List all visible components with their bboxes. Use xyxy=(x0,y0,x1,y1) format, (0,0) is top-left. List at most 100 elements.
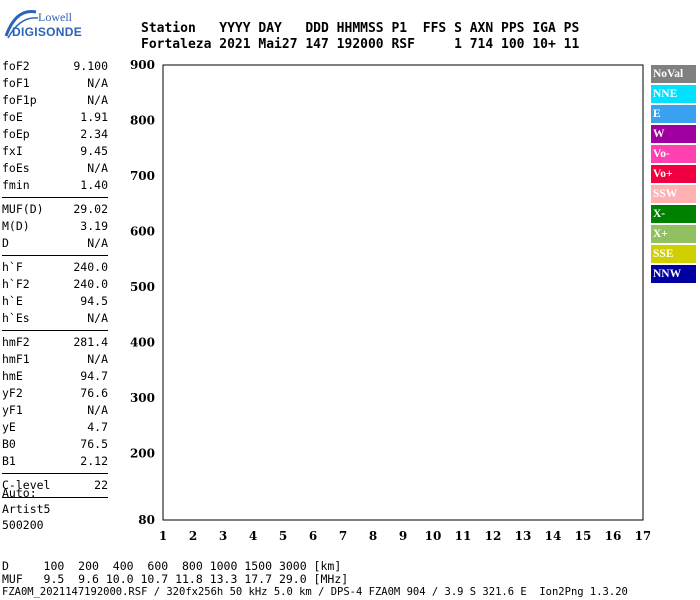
param-label: yF2 xyxy=(2,386,23,400)
param-label: fmin xyxy=(2,178,30,192)
plot-frame xyxy=(162,64,644,521)
x-tick-label: 10 xyxy=(425,529,442,543)
digisonde-logo-icon xyxy=(4,10,39,39)
muf-row: MUF 9.5 9.6 10.0 10.7 11.8 13.3 17.7 29.… xyxy=(2,572,349,586)
y-tick-label: 900 xyxy=(130,58,155,72)
param-value: 240.0 xyxy=(73,277,108,291)
param-row: foEp 2.34 xyxy=(2,126,108,143)
x-tick-label: 3 xyxy=(219,529,227,543)
ionogram-chart: 1 2 3 4 5 6 7 8 9 10 11 12 13 14 15 16 17802003004005006… xyxy=(130,58,650,543)
param-row: yF2 76.6 xyxy=(2,385,108,402)
param-label: fxI xyxy=(2,144,23,158)
param-row: foF1 N/A xyxy=(2,75,108,92)
x-tick-label: 17 xyxy=(635,529,650,543)
param-label: M(D) xyxy=(2,219,30,233)
chart-axes: 1 2 3 4 5 6 7 8 9 10 11 12 13 14 15 16 17802003004005006… xyxy=(130,58,650,543)
x-tick-label: 12 xyxy=(485,529,502,543)
auto-program: Artist5 xyxy=(2,502,51,516)
param-label: C-level xyxy=(2,478,51,492)
param-value: N/A xyxy=(87,311,108,325)
x-tick-label: 4 xyxy=(249,529,257,543)
param-label: foF1 xyxy=(2,76,30,90)
legend-item: NNE xyxy=(651,85,696,103)
param-label: foF1p xyxy=(2,93,37,107)
param-separator xyxy=(2,197,108,198)
param-value: 240.0 xyxy=(73,260,108,274)
param-value: N/A xyxy=(87,352,108,366)
header-line1: Station YYYY DAY DDD HHMMSS P1 FFS S AXN… xyxy=(141,21,580,36)
x-tick-label: 13 xyxy=(515,529,532,543)
param-label: B1 xyxy=(2,454,16,468)
polarization-legend: NoVal NNE E W Vo- Vo+ SSW X- X+ SSE NNW xyxy=(651,65,696,285)
param-separator xyxy=(2,497,108,498)
header-line2: Fortaleza 2021 Mai27 147 192000 RSF 1 71… xyxy=(141,37,580,52)
y-tick-label: 800 xyxy=(130,113,155,127)
param-value: 281.4 xyxy=(73,335,108,349)
param-value: N/A xyxy=(87,93,108,107)
param-label: h`F xyxy=(2,260,23,274)
param-value: 22 xyxy=(94,478,108,492)
param-value: 29.02 xyxy=(73,202,108,216)
param-value: N/A xyxy=(87,236,108,250)
legend-item: Vo- xyxy=(651,145,696,163)
param-value: 4.7 xyxy=(87,420,108,434)
param-label: foEs xyxy=(2,161,30,175)
parameter-panel: foF2 9.100 foF1 N/A foF1p N/A foE 1.91 foEp 2.34 f… xyxy=(2,58,108,501)
y-tick-label: 400 xyxy=(130,335,155,349)
param-value: 1.40 xyxy=(80,178,108,192)
x-tick-label: 8 xyxy=(369,529,377,543)
param-value: 9.100 xyxy=(73,59,108,73)
legend-item: X+ xyxy=(651,225,696,243)
param-row: hmE 94.7 xyxy=(2,368,108,385)
legend-item: NNW xyxy=(651,265,696,283)
x-tick-label: 1 xyxy=(159,529,167,543)
param-label: foF2 xyxy=(2,59,30,73)
y-tick-label: 700 xyxy=(130,169,155,183)
param-separator xyxy=(2,473,108,474)
param-label: foE xyxy=(2,110,23,124)
y-tick-label: 80 xyxy=(138,513,155,527)
param-value: 94.7 xyxy=(80,369,108,383)
param-row: fmin 1.40 xyxy=(2,177,108,194)
distance-row: D 100 200 400 600 800 1000 1500 3000 [km… xyxy=(2,559,342,573)
param-separator xyxy=(2,255,108,256)
param-row: fxI 9.45 xyxy=(2,143,108,160)
param-value: 9.45 xyxy=(80,144,108,158)
y-tick-label: 200 xyxy=(130,446,155,460)
legend-item: X- xyxy=(651,205,696,223)
param-row: B0 76.5 xyxy=(2,436,108,453)
x-tick-label: 14 xyxy=(545,529,562,543)
logo-line1: Lowell xyxy=(38,10,72,24)
x-tick-label: 15 xyxy=(575,529,592,543)
param-row: B1 2.12 xyxy=(2,453,108,470)
param-label: h`F2 xyxy=(2,277,30,291)
param-row: hmF1 N/A xyxy=(2,351,108,368)
param-label: hmF2 xyxy=(2,335,30,349)
y-tick-label: 300 xyxy=(130,391,155,405)
param-row: foE 1.91 xyxy=(2,109,108,126)
param-label: B0 xyxy=(2,437,16,451)
param-row: foF2 9.100 xyxy=(2,58,108,75)
param-row: yE 4.7 xyxy=(2,419,108,436)
param-value: 1.91 xyxy=(80,110,108,124)
param-row: M(D) 3.19 xyxy=(2,218,108,235)
logo-line2: DIGISONDE xyxy=(12,25,83,39)
param-label: h`E xyxy=(2,294,23,308)
param-row: hmF2 281.4 xyxy=(2,334,108,351)
param-value: 2.12 xyxy=(80,454,108,468)
x-tick-label: 9 xyxy=(399,529,407,543)
legend-item: NoVal xyxy=(651,65,696,83)
y-tick-label: 500 xyxy=(130,280,155,294)
param-label: hmE xyxy=(2,369,23,383)
param-row: h`Es N/A xyxy=(2,310,108,327)
param-label: hmF1 xyxy=(2,352,30,366)
file-info: FZA0M_2021147192000.RSF / 320fx256h 50 k… xyxy=(2,586,628,598)
param-row: D N/A xyxy=(2,235,108,252)
x-tick-label: 2 xyxy=(189,529,197,543)
param-row: yF1 N/A xyxy=(2,402,108,419)
param-value: 76.5 xyxy=(80,437,108,451)
y-tick-label: 600 xyxy=(130,224,155,238)
param-value: 2.34 xyxy=(80,127,108,141)
legend-item: SSW xyxy=(651,185,696,203)
legend-item: Vo+ xyxy=(651,165,696,183)
